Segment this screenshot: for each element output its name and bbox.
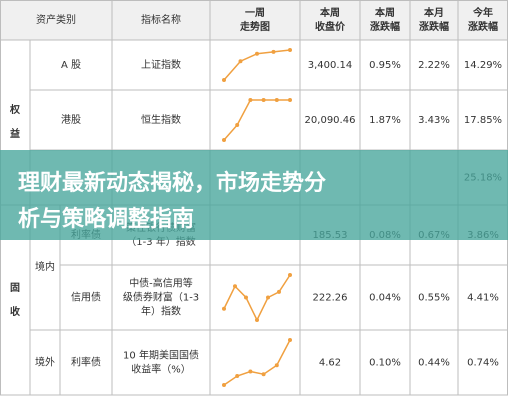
close-value: 4.62	[319, 358, 341, 369]
sparkline-point	[222, 78, 226, 82]
sparkline-point	[235, 123, 240, 127]
indicator-name: 年）指数	[141, 305, 181, 318]
sub-category: 境内	[35, 260, 55, 273]
indicator-name: 恒生指数	[141, 113, 181, 126]
sparkline-point	[235, 374, 240, 378]
header-cell: 涨跌幅	[370, 20, 400, 33]
sub-category: 利率债	[71, 356, 101, 369]
header-cell: 走势图	[239, 20, 270, 33]
header-cell: 涨跌幅	[468, 20, 498, 33]
banner	[0, 150, 508, 240]
header-cell: 涨跌幅	[419, 20, 449, 33]
week-change: 0.95%	[369, 60, 401, 71]
group-label: 收	[10, 305, 20, 318]
header-cell: 一周	[245, 7, 265, 19]
sparkline-point	[266, 295, 270, 300]
header-cell: 收盘价	[315, 20, 346, 33]
sparkline-point	[277, 289, 281, 294]
group-label: 固	[10, 282, 20, 294]
close-value: 3,400.14	[308, 60, 353, 71]
ytd-change: 17.85%	[464, 115, 502, 126]
sparkline-point	[274, 98, 279, 102]
indicator-name: 中债-高信用等	[129, 277, 193, 290]
close-value: 20,090.46	[305, 115, 356, 126]
indicator-name: 收益率（%）	[131, 363, 191, 376]
header-cell: 本周	[320, 6, 340, 19]
week-change: 0.04%	[369, 293, 401, 304]
sparkline-point	[255, 51, 259, 56]
month-change: 2.22%	[418, 60, 450, 71]
header-cell: 本月	[424, 6, 444, 19]
header-cell: 本周	[375, 6, 395, 19]
group-label: 权	[9, 103, 21, 116]
week-change: 1.87%	[369, 115, 401, 126]
header-bg	[0, 0, 508, 40]
sparkline-point	[288, 98, 292, 102]
sparkline-point	[271, 49, 276, 54]
sparkline-point	[261, 98, 266, 102]
sparkline-point	[238, 59, 243, 64]
sub-category: 港股	[61, 114, 81, 126]
sub-category: 信用债	[71, 291, 101, 304]
sparkline-point	[274, 363, 279, 368]
sparkline-point	[288, 338, 292, 342]
indicator-name: 级债券财富（1-3	[123, 291, 199, 304]
ytd-change: 4.41%	[467, 293, 499, 304]
group-label: 益	[10, 127, 20, 140]
ytd-change: 0.74%	[467, 358, 499, 369]
ytd-change: 14.29%	[464, 60, 502, 71]
sparkline	[223, 274, 291, 322]
sub-category: A 股	[61, 59, 81, 71]
banner-title: 理财最新动态揭秘，市场走势分	[18, 170, 326, 196]
sparkline	[223, 339, 291, 386]
header-cell: 指标名称	[141, 13, 181, 26]
indicator-name: 上证指数	[141, 58, 181, 71]
sparkline-point	[288, 273, 292, 277]
sparkline-point	[248, 369, 253, 374]
sparkline-point	[261, 372, 266, 377]
indicator-name: 10 年期美国国债	[123, 349, 199, 362]
sub-category: 境外	[35, 356, 55, 369]
sparkline-point	[248, 98, 253, 102]
header-cell: 资产类别	[36, 13, 76, 26]
sparkline-point	[244, 295, 248, 300]
banner-title: 析与策略调整指南	[18, 206, 194, 232]
sparkline-point	[233, 284, 237, 289]
month-change: 0.44%	[418, 358, 450, 369]
month-change: 0.55%	[418, 293, 450, 304]
week-change: 0.10%	[369, 358, 401, 369]
close-value: 222.26	[313, 293, 348, 304]
header-cell: 今年	[472, 6, 493, 19]
month-change: 3.43%	[418, 115, 450, 126]
sparkline-point	[288, 48, 292, 52]
sparkline-point	[222, 306, 226, 311]
sparkline-point	[255, 318, 259, 322]
sparkline-point	[222, 383, 226, 387]
sparkline	[223, 99, 290, 141]
sparkline-point	[222, 138, 226, 142]
